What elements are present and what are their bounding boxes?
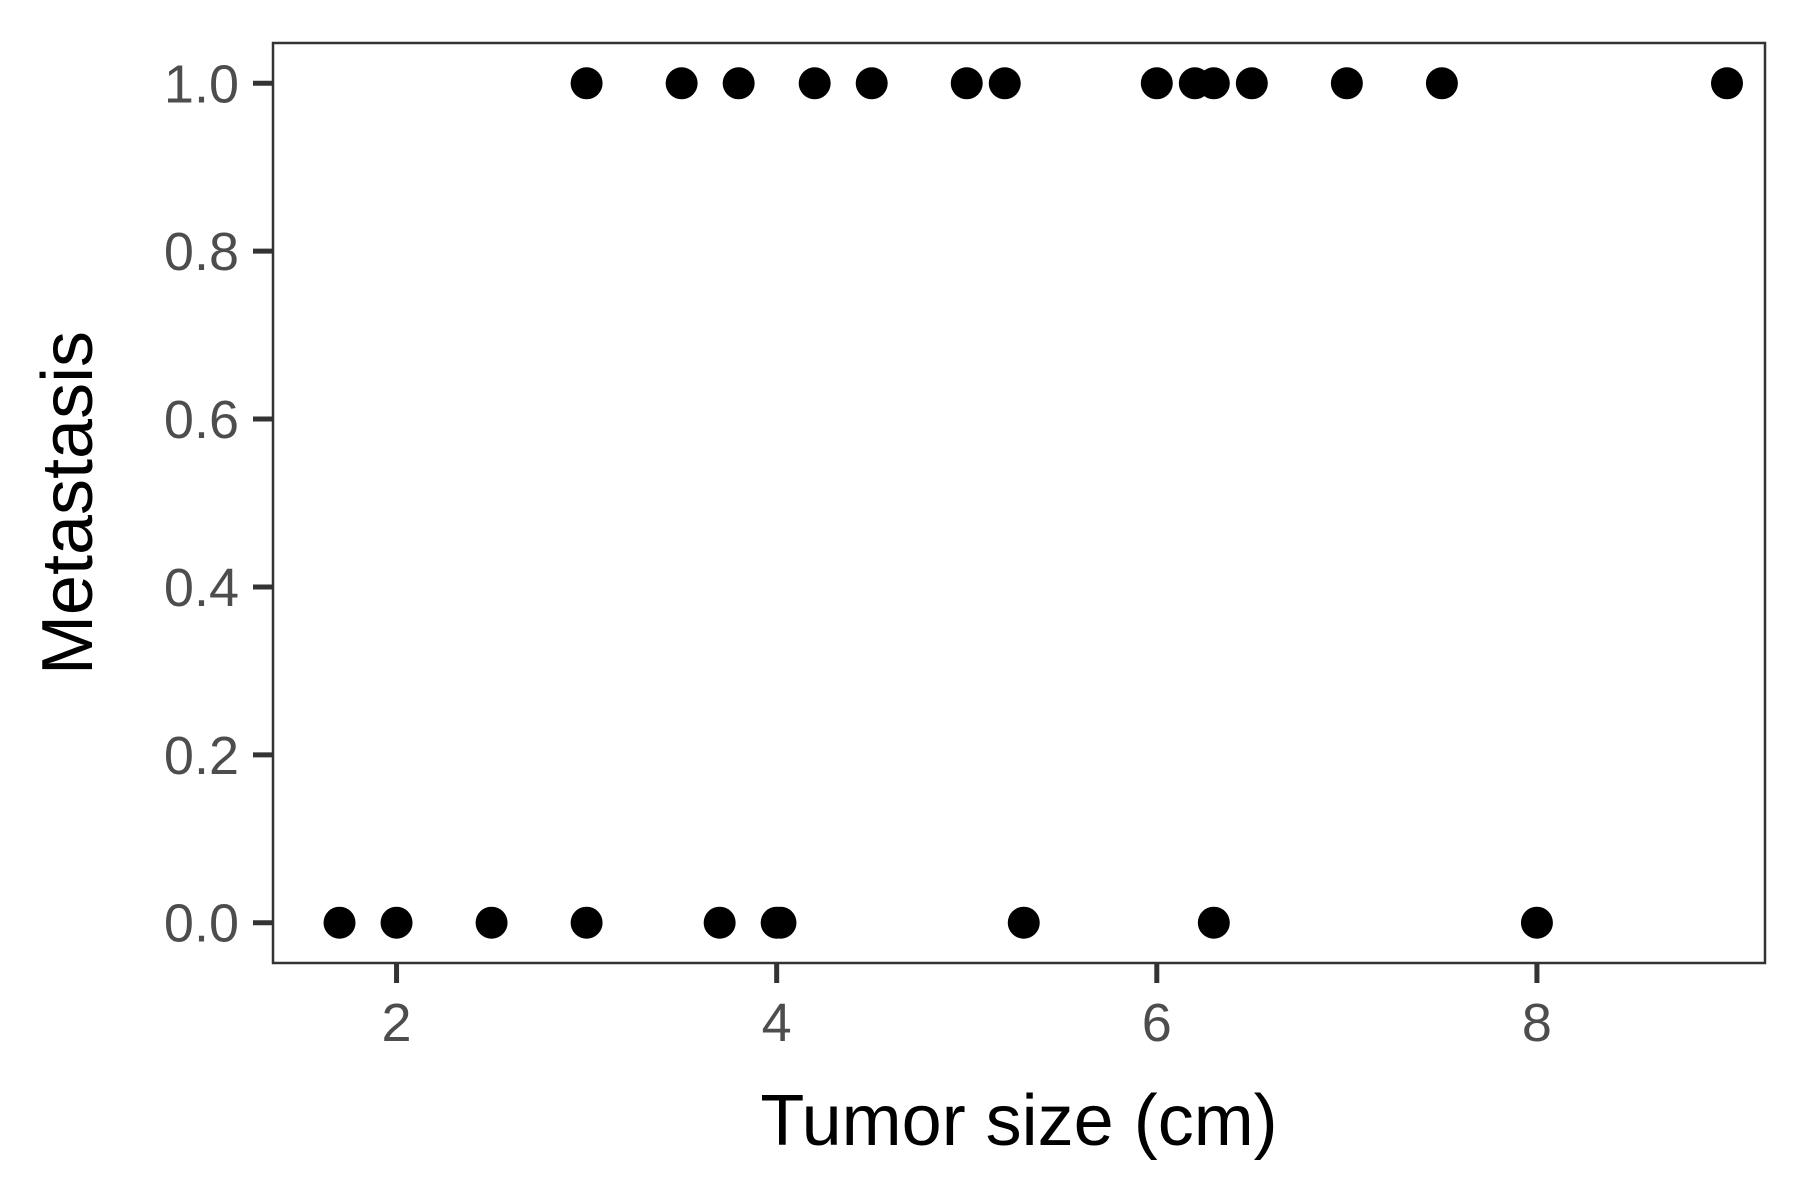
data-point [855,67,888,100]
data-point [1425,67,1458,100]
y-tick-label: 0.8 [164,222,239,282]
data-point [950,67,983,100]
x-tick-label: 2 [382,993,412,1053]
data-point [1235,67,1268,100]
y-axis-title: Metastasis [28,331,108,675]
y-tick-label: 0.4 [164,558,239,618]
data-point [475,906,508,939]
points-layer [323,67,1743,939]
data-point [798,67,831,100]
panel-border [271,41,1767,965]
data-point [1197,67,1230,100]
y-axis: 0.0 0.2 0.4 0.6 0.8 1.0 [164,54,273,954]
data-point [665,67,698,100]
y-tick-label: 1.0 [164,54,239,114]
y-tick-label: 0.0 [164,894,239,954]
data-point [703,906,736,939]
x-axis: 2 4 6 8 [382,963,1552,1053]
data-point [1710,67,1743,100]
data-point [1007,906,1040,939]
y-tick-label: 0.6 [164,390,239,450]
data-point [1197,906,1230,939]
data-point [988,67,1021,100]
data-point [570,906,603,939]
data-point [764,906,797,939]
x-tick-label: 6 [1142,993,1172,1053]
x-tick-label: 4 [762,993,792,1053]
data-point [323,906,356,939]
data-point [380,906,413,939]
data-point [1520,906,1553,939]
y-tick-label: 0.2 [164,726,239,786]
data-point [570,67,603,100]
data-point [1140,67,1173,100]
x-tick-label: 8 [1522,993,1552,1053]
data-point [1330,67,1363,100]
plot-panel [271,41,1767,965]
data-point [722,67,755,100]
x-axis-title: Tumor size (cm) [760,1081,1277,1161]
